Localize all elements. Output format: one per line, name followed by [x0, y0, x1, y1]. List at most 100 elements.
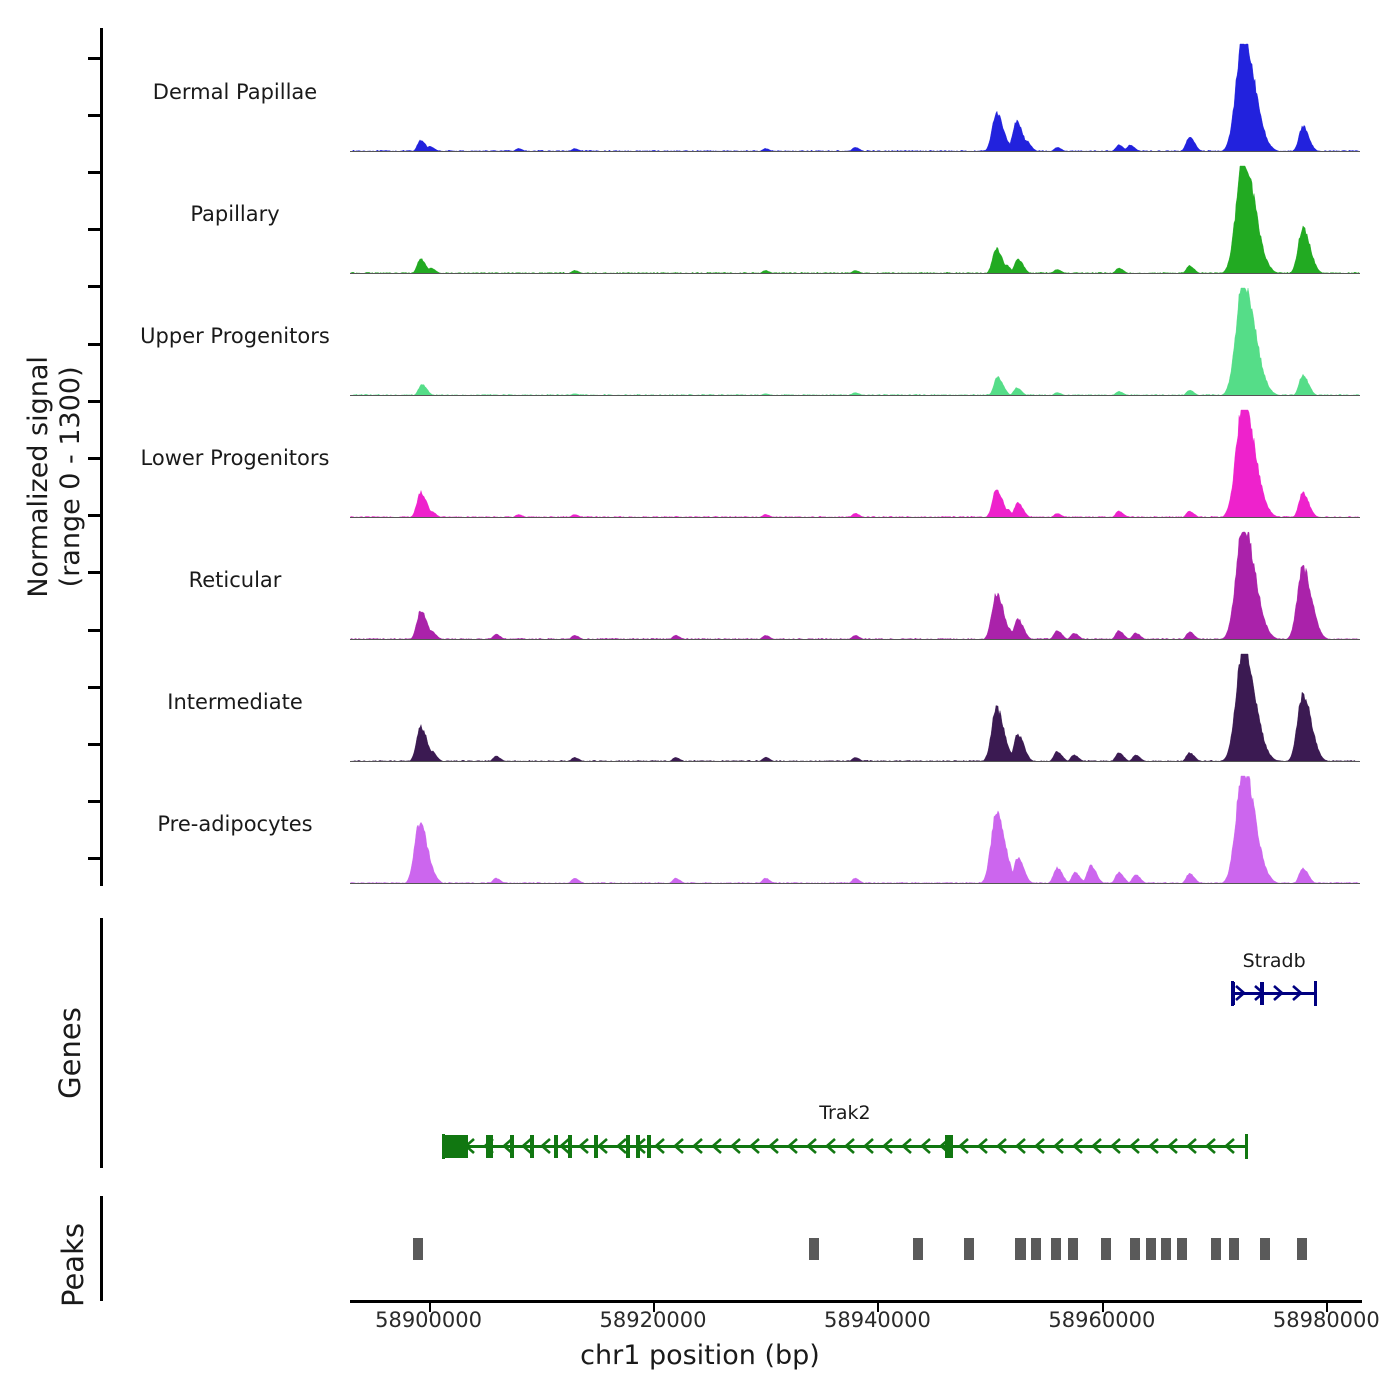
signal-axis-tick: [88, 857, 100, 861]
track-label-papillary: Papillary: [190, 202, 280, 226]
track-label-intermediate: Intermediate: [167, 690, 303, 714]
gene-backbone: [1230, 992, 1318, 995]
peak-marker[interactable]: [913, 1238, 924, 1260]
track-label-upper-progenitors: Upper Progenitors: [140, 324, 330, 348]
track-label-lower-progenitors: Lower Progenitors: [140, 446, 330, 470]
gene-exon: [510, 1135, 515, 1158]
signal-trace: [350, 165, 1360, 274]
y-axis-label-line2: (range 0 - 1300): [55, 366, 86, 588]
peak-marker[interactable]: [412, 1238, 423, 1260]
peak-marker[interactable]: [1031, 1238, 1042, 1260]
x-axis-tick: [877, 1303, 880, 1312]
signal-trace: [350, 43, 1360, 152]
signal-axis-spine: [100, 28, 103, 886]
track-label-dermal-papillae: Dermal Papillae: [152, 80, 318, 104]
signal-track-upper-progenitors: [350, 284, 1360, 396]
peak-marker[interactable]: [1228, 1238, 1239, 1260]
signal-axis-tick: [88, 285, 100, 289]
gene-end-cap: [1230, 981, 1234, 1006]
x-axis-tick-label: 58960000: [1048, 1308, 1156, 1332]
peaks-axis-spine: [100, 1196, 103, 1301]
gene-model-trak2[interactable]: [442, 1128, 1248, 1164]
track-baseline: [350, 761, 1360, 762]
signal-track-dermal-papillae: [350, 40, 1360, 152]
peak-marker[interactable]: [963, 1238, 974, 1260]
track-baseline: [350, 395, 1360, 396]
x-axis-tick-label: 58900000: [375, 1308, 482, 1332]
gene-label-stradb: Stradb: [1242, 950, 1306, 972]
signal-axis-tick: [88, 342, 100, 346]
gene-exon: [1260, 982, 1265, 1005]
gene-exon: [554, 1135, 559, 1158]
peak-marker[interactable]: [1129, 1238, 1141, 1260]
gene-strand-arrows: [445, 1138, 1235, 1154]
x-axis-tick: [1101, 1303, 1104, 1312]
gene-exon: [529, 1135, 534, 1158]
signal-trace: [350, 775, 1360, 884]
track-baseline: [350, 639, 1360, 640]
x-axis-tick: [428, 1303, 431, 1312]
gene-exon: [626, 1135, 631, 1158]
signal-axis-tick: [88, 571, 100, 575]
genes-axis-spine: [100, 918, 103, 1168]
signal-axis-tick: [88, 628, 100, 632]
gene-exon: [442, 1135, 468, 1158]
peak-marker[interactable]: [1161, 1238, 1172, 1260]
gene-label-trak2: Trak2: [819, 1102, 871, 1124]
signal-axis-tick: [88, 171, 100, 174]
track-baseline: [350, 273, 1360, 274]
signal-track-reticular: [350, 528, 1360, 640]
signal-track-lower-progenitors: [350, 406, 1360, 518]
signal-axis-tick: [88, 800, 100, 804]
signal-axis-tick: [88, 56, 100, 60]
gene-exon: [636, 1135, 641, 1158]
peak-marker[interactable]: [1145, 1238, 1156, 1260]
y-axis-label: Normalized signal (range 0 - 1300): [23, 57, 87, 897]
peaks-panel-label: Peaks: [56, 1223, 90, 1307]
peak-marker[interactable]: [1177, 1238, 1188, 1260]
signal-axis-tick: [88, 514, 100, 518]
gene-exon: [944, 1135, 953, 1158]
track-baseline: [350, 517, 1360, 518]
gene-end-cap: [442, 1134, 446, 1159]
x-axis-spine: [350, 1300, 1362, 1303]
signal-axis-tick: [88, 743, 100, 746]
x-axis-tick-label: 58940000: [823, 1308, 931, 1332]
track-label-pre-adipocytes: Pre-adipocytes: [157, 812, 313, 836]
genes-panel-label: Genes: [53, 1007, 87, 1099]
signal-axis-tick: [88, 113, 100, 117]
peaks-track-container: [350, 1238, 1360, 1260]
x-axis-tick-label: 58920000: [599, 1308, 707, 1332]
peak-marker[interactable]: [1297, 1238, 1308, 1260]
signal-axis-tick: [88, 685, 100, 689]
signal-track-intermediate: [350, 650, 1360, 762]
gene-model-stradb[interactable]: [1230, 975, 1318, 1011]
signal-trace: [350, 653, 1360, 762]
gene-strand-arrows: [1235, 985, 1303, 1001]
signal-trace: [350, 531, 1360, 640]
peak-marker[interactable]: [1068, 1238, 1079, 1260]
peak-marker[interactable]: [1260, 1238, 1271, 1260]
x-axis-title: chr1 position (bp): [580, 1340, 820, 1371]
peak-marker[interactable]: [808, 1238, 820, 1260]
peak-marker[interactable]: [1051, 1238, 1062, 1260]
signal-trace: [350, 287, 1360, 396]
signal-track-papillary: [350, 162, 1360, 274]
gene-end-cap: [1314, 981, 1318, 1006]
gene-exon: [567, 1135, 572, 1158]
x-axis-tick: [653, 1303, 655, 1312]
y-axis-label-line1: Normalized signal: [23, 356, 55, 598]
gene-exon: [647, 1135, 652, 1158]
signal-trace: [350, 409, 1360, 518]
gene-end-cap: [1244, 1134, 1248, 1159]
peak-marker[interactable]: [1015, 1238, 1026, 1260]
track-baseline: [350, 883, 1360, 884]
gene-exon: [593, 1135, 598, 1158]
track-baseline: [350, 151, 1360, 152]
signal-axis-tick: [88, 228, 100, 232]
signal-axis-tick: [88, 399, 100, 403]
peak-marker[interactable]: [1210, 1238, 1221, 1260]
peak-marker[interactable]: [1100, 1238, 1111, 1260]
gene-exon: [485, 1135, 493, 1158]
x-axis-tick-label: 58980000: [1272, 1308, 1380, 1332]
